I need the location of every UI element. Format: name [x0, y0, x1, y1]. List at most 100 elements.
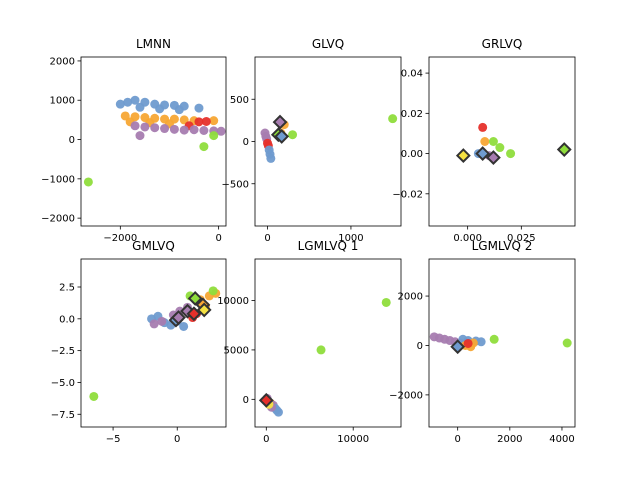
subplot-5: 0 10000 0 5000 10000 LGMLVQ 1 — [217, 239, 402, 445]
subplot-4: −5 0 −7.5 −5.0 −2.5 0.0 2.5 GMLVQ — [51, 239, 227, 445]
prototype-marker — [171, 310, 186, 325]
prototype-marker — [196, 302, 212, 318]
data-point — [140, 122, 150, 132]
x-tick-label: 0 — [174, 434, 180, 445]
x-tick-label: 0 — [215, 233, 221, 244]
data-point — [506, 149, 516, 159]
prototype-marker — [187, 291, 203, 306]
plot-area — [429, 332, 572, 355]
data-point — [194, 117, 204, 127]
y-tick-label: 0 — [69, 135, 75, 146]
axes-frame — [80, 56, 227, 227]
data-point — [209, 131, 219, 141]
x-tick-label: 0.000 — [453, 233, 482, 244]
subplot-title: LMNN — [136, 37, 171, 51]
x-tick-label: 10000 — [337, 434, 369, 445]
y-tick-label: 1000 — [50, 96, 75, 107]
x-tick-label: 0 — [264, 233, 270, 244]
y-tick-label: 5000 — [224, 345, 249, 356]
y-tick-label: −1000 — [41, 174, 75, 185]
subplot-2: 0 1000 −500 0 500 GLVQ — [222, 37, 402, 244]
y-tick-label: −7.5 — [51, 410, 75, 421]
subplot-title: GLVQ — [312, 37, 344, 51]
data-point — [194, 103, 204, 113]
y-tick-label: −0.02 — [392, 189, 423, 200]
data-point — [83, 177, 93, 187]
prototype-marker — [274, 129, 290, 144]
data-point — [216, 126, 226, 136]
x-tick-label: −5 — [106, 434, 121, 445]
data-point — [155, 104, 165, 114]
x-tick-label: 2000 — [497, 434, 522, 445]
axes-frame — [80, 258, 227, 428]
data-point — [157, 316, 167, 326]
prototype-marker — [258, 392, 274, 408]
data-point — [209, 116, 219, 126]
plot-area — [89, 286, 221, 401]
data-point — [89, 391, 99, 401]
y-tick-label: 0.0 — [59, 314, 75, 325]
prototype-marker — [556, 142, 572, 157]
x-tick-label: 0.025 — [507, 233, 536, 244]
data-point — [199, 142, 209, 152]
plot-area — [258, 297, 391, 417]
data-point — [150, 123, 160, 133]
data-point — [115, 99, 125, 109]
y-tick-label: 0.02 — [401, 109, 423, 120]
subplot-title: GMLVQ — [132, 239, 175, 253]
data-point — [288, 130, 298, 140]
subplot-1: −2000 0 −2000 −1000 0 1000 2000 LMNN — [41, 37, 227, 244]
y-tick-label: −500 — [222, 179, 249, 190]
y-tick-label: 0 — [417, 341, 423, 352]
y-tick-label: −5.0 — [51, 378, 75, 389]
data-point — [316, 345, 326, 355]
plot-area — [83, 95, 226, 187]
data-point — [130, 95, 140, 105]
data-point — [123, 97, 133, 107]
data-point — [478, 122, 488, 132]
data-point — [135, 131, 145, 141]
subplot-title: LGMLVQ 2 — [472, 239, 533, 253]
y-tick-label: −2000 — [41, 214, 75, 225]
subplot-3: 0.000 0.025 −0.02 0.00 0.02 0.04 GRLVQ — [392, 37, 576, 244]
data-point — [208, 286, 218, 296]
data-point — [480, 137, 490, 146]
data-point — [495, 143, 505, 153]
y-tick-label: 2.5 — [59, 283, 75, 294]
data-point — [273, 407, 283, 417]
data-point — [476, 337, 486, 347]
y-tick-label: 0.00 — [401, 149, 423, 160]
prototype-marker — [450, 339, 466, 355]
data-point — [179, 125, 189, 135]
data-point — [179, 321, 189, 331]
prototype-marker — [186, 306, 202, 322]
data-point — [130, 121, 140, 131]
plot-area — [260, 114, 398, 163]
data-point — [381, 297, 391, 307]
x-tick-label: 0 — [454, 434, 460, 445]
prototype-marker — [485, 150, 501, 166]
x-tick-label: 4000 — [549, 434, 574, 445]
data-point — [169, 124, 179, 134]
data-point — [201, 116, 211, 126]
data-point — [562, 338, 572, 348]
data-point — [463, 338, 473, 348]
prototype-marker — [272, 114, 288, 130]
data-point — [149, 319, 159, 329]
x-tick-label: −2000 — [103, 233, 137, 244]
data-point — [199, 125, 209, 135]
data-point — [488, 137, 498, 146]
x-tick-label: 1000 — [338, 233, 363, 244]
data-point — [189, 125, 199, 135]
prototype-marker — [475, 146, 491, 161]
y-tick-label: 2000 — [50, 56, 75, 67]
y-tick-label: 2000 — [398, 292, 423, 303]
y-tick-label: 0 — [243, 395, 249, 406]
data-point — [135, 102, 145, 112]
y-tick-label: 10000 — [217, 296, 249, 307]
y-tick-label: 0.04 — [401, 69, 423, 80]
subplot-title: LGMLVQ 1 — [298, 239, 359, 253]
data-point — [266, 153, 276, 163]
axes-frame — [428, 56, 576, 227]
